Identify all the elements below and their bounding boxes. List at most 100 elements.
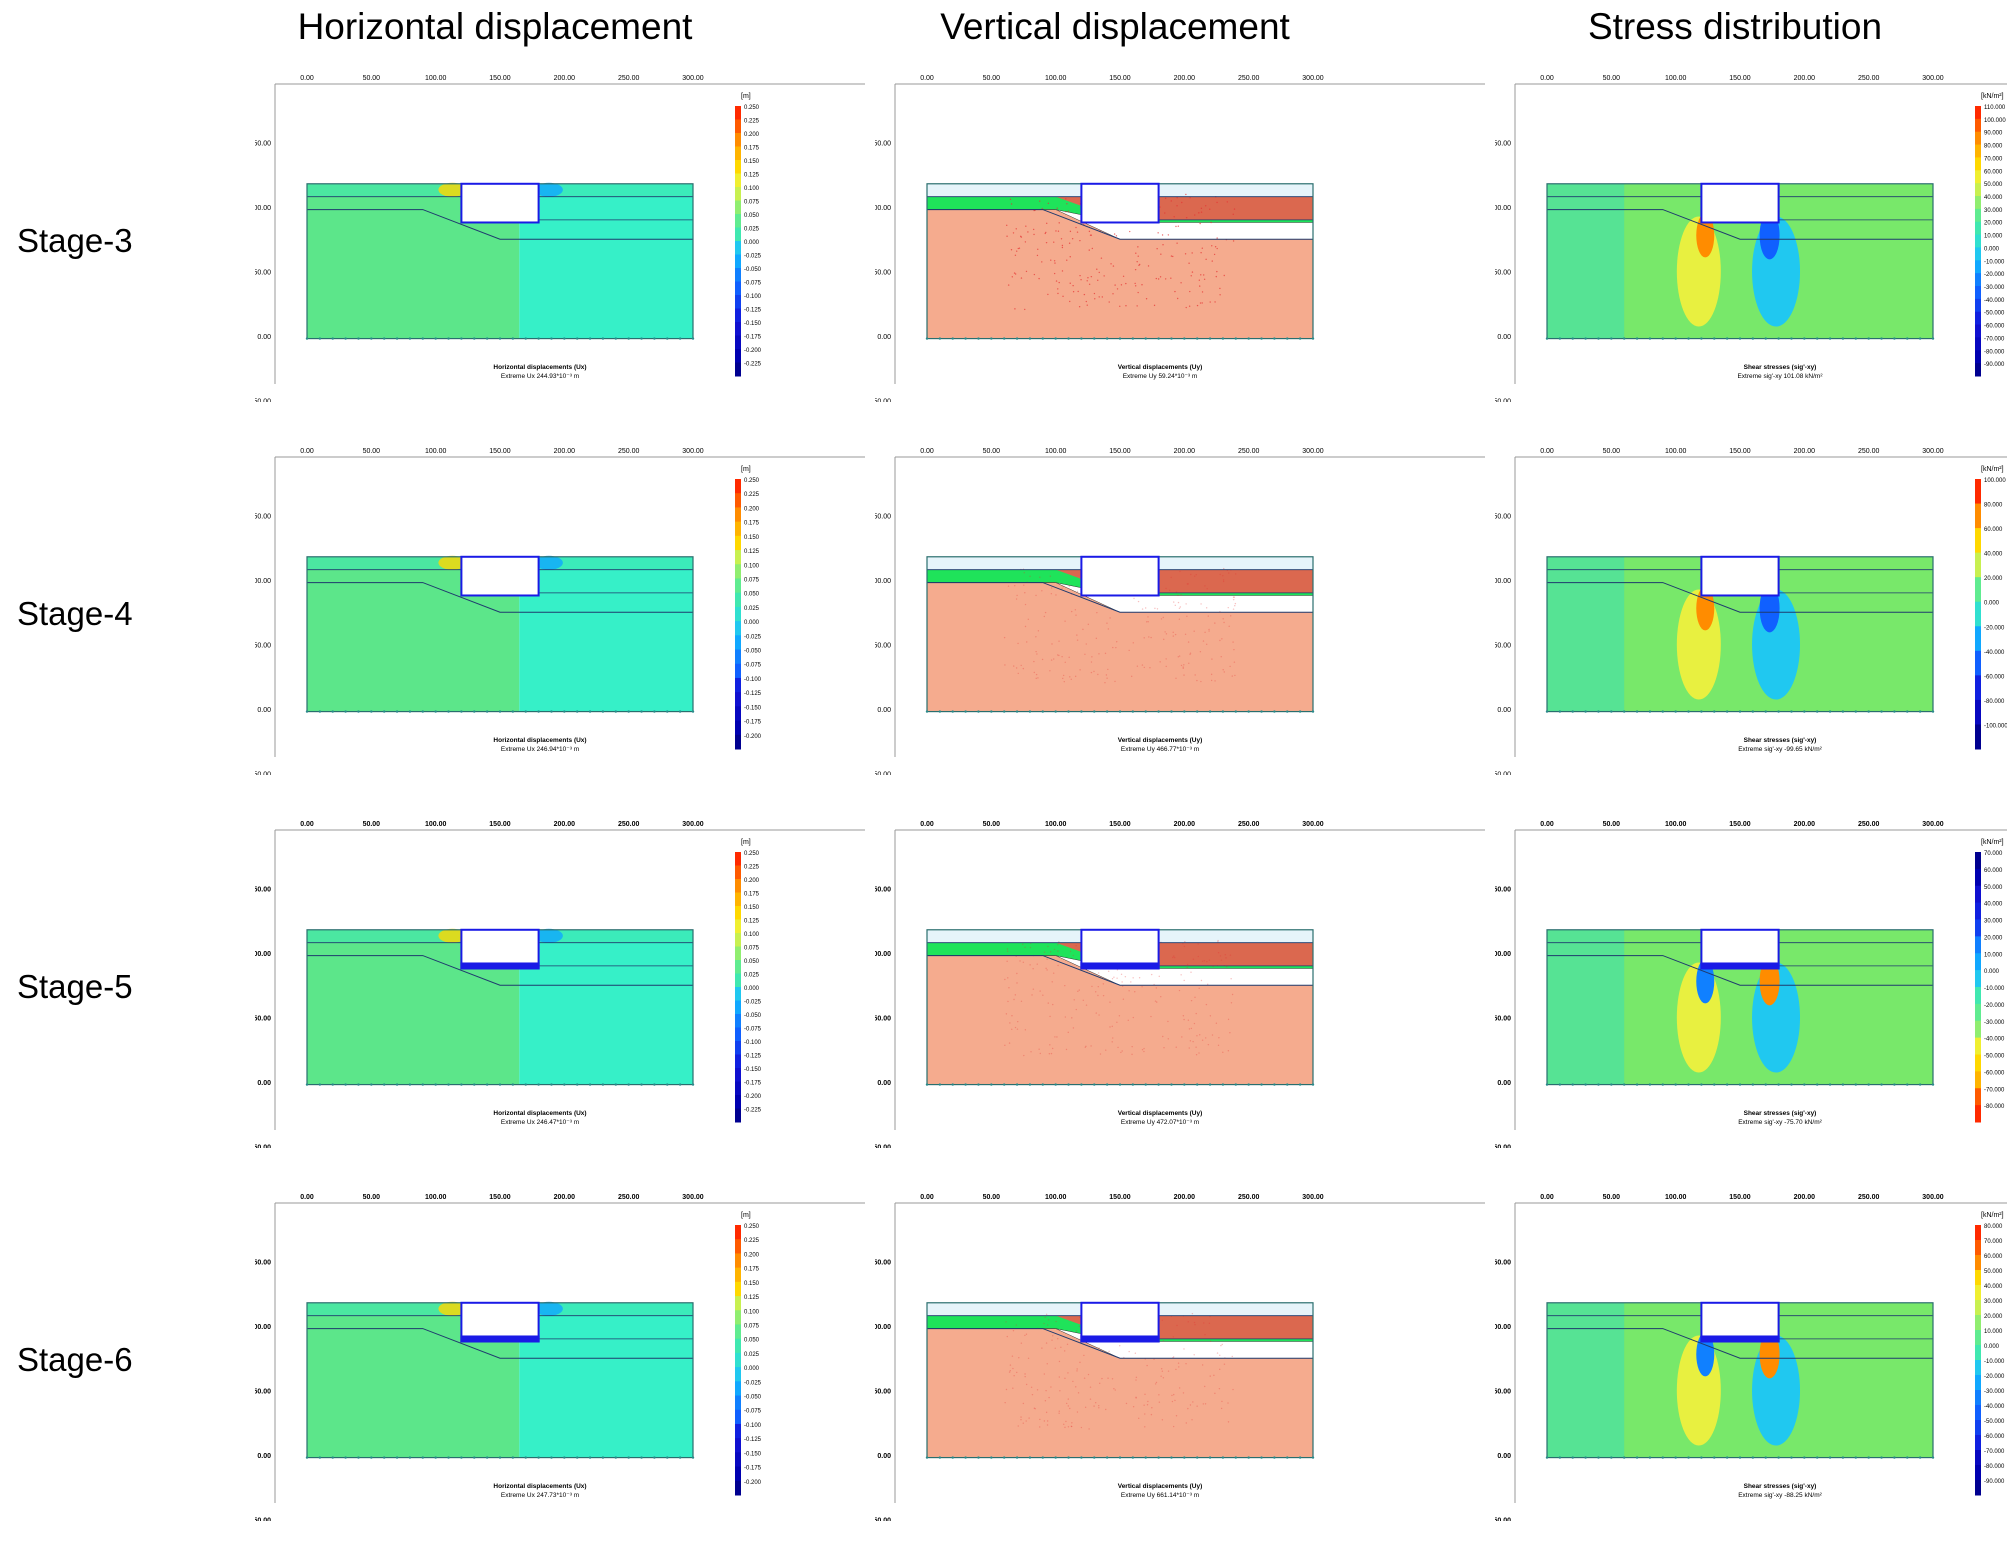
boundary-node	[1777, 1083, 1779, 1085]
displacement-vector	[1206, 588, 1207, 589]
displacement-vector	[1093, 1405, 1094, 1406]
displacement-vector	[1192, 271, 1193, 272]
displacement-vector	[1041, 1347, 1042, 1348]
boundary-node	[1662, 337, 1664, 339]
boundary-node	[1157, 1083, 1159, 1085]
displacement-vector	[1069, 301, 1070, 302]
x-tick-label: 250.00	[618, 448, 640, 455]
boundary-node	[1880, 1456, 1882, 1458]
x-tick-label: 200.00	[554, 1194, 576, 1201]
displacement-vector	[1092, 248, 1093, 249]
legend-label: -70.000	[1984, 1087, 2005, 1093]
boundary-node	[1260, 710, 1262, 712]
y-tick-label: 150.00	[1495, 141, 1511, 148]
displacement-vector	[1077, 231, 1078, 232]
displacement-vector	[1047, 1420, 1048, 1421]
column-title-horizontal: Horizontal displacement	[175, 6, 815, 48]
displacement-vector	[1007, 948, 1008, 949]
boundary-node	[964, 1456, 966, 1458]
displacement-vector	[1146, 621, 1147, 622]
displacement-vector	[1041, 261, 1042, 262]
displacement-vector	[1173, 635, 1174, 636]
boundary-node	[344, 1456, 346, 1458]
legend-label: 80.000	[1984, 144, 2003, 150]
boundary-node	[1636, 710, 1638, 712]
boundary-node	[1196, 337, 1198, 339]
displacement-vector	[1173, 955, 1174, 956]
displacement-vector	[1135, 285, 1136, 286]
boundary-node	[990, 1456, 992, 1458]
displacement-vector	[1068, 211, 1069, 212]
legend-swatch	[1975, 273, 1981, 286]
stage-label-3: Stage-3	[17, 222, 133, 260]
displacement-vector	[1012, 276, 1013, 277]
displacement-vector	[1217, 941, 1218, 942]
boundary-node	[1919, 337, 1921, 339]
displacement-vector	[1224, 1363, 1225, 1364]
boundary-node	[1170, 337, 1172, 339]
boundary-node	[422, 1456, 424, 1458]
displacement-vector	[1217, 940, 1218, 941]
boundary-node	[357, 710, 359, 712]
displacement-vector	[1025, 604, 1026, 605]
boundary-node	[1054, 710, 1056, 712]
legend-label: 0.250	[744, 851, 760, 857]
boundary-node	[550, 710, 552, 712]
displacement-vector	[1069, 676, 1070, 677]
displacement-vector	[1007, 1336, 1008, 1337]
displacement-vector	[1088, 624, 1089, 625]
displacement-vector	[1144, 637, 1145, 638]
boundary-node	[1016, 337, 1018, 339]
boundary-node	[1855, 337, 1857, 339]
legend-label: -80.000	[1984, 349, 2005, 355]
displacement-vector	[1063, 675, 1064, 676]
plot-caption: Horizontal displacements (Ux)	[493, 1110, 586, 1117]
panel-plot: 0.0050.00100.00150.00200.00250.00300.001…	[255, 445, 865, 775]
boundary-node	[1790, 710, 1792, 712]
displacement-vector	[1114, 681, 1115, 682]
legend-label: -0.200	[744, 1094, 762, 1100]
displacement-vector	[1173, 1394, 1174, 1395]
x-tick-label: 300.00	[1922, 821, 1944, 828]
displacement-vector	[1137, 292, 1138, 293]
boundary-node	[1003, 337, 1005, 339]
y-tick-label: 100.00	[1495, 951, 1511, 958]
displacement-vector	[1012, 1368, 1013, 1369]
boundary-node	[1597, 710, 1599, 712]
plot-caption: Horizontal displacements (Ux)	[493, 364, 586, 371]
displacement-vector	[1083, 1355, 1084, 1356]
legend-label: 0.225	[744, 865, 760, 871]
displacement-vector	[1096, 638, 1097, 639]
displacement-vector	[1031, 994, 1032, 995]
legend-label: -60.000	[1984, 1070, 2005, 1076]
displacement-vector	[1047, 294, 1048, 295]
displacement-vector	[1097, 280, 1098, 281]
legend-swatch	[735, 706, 741, 721]
displacement-vector	[1079, 306, 1080, 307]
displacement-vector	[1016, 595, 1017, 596]
displacement-vector	[1208, 615, 1209, 616]
boundary-node	[1273, 1456, 1275, 1458]
boundary-node	[460, 337, 462, 339]
legend-swatch	[1975, 1315, 1981, 1331]
displacement-vector	[1098, 653, 1099, 654]
displacement-vector	[1010, 1364, 1011, 1365]
boundary-node	[563, 1083, 565, 1085]
legend-label: -0.100	[744, 1423, 762, 1429]
boundary-node	[1286, 710, 1288, 712]
boundary-node	[499, 1083, 501, 1085]
displacement-vector	[1027, 231, 1028, 232]
boundary-node	[370, 1456, 372, 1458]
displacement-vector	[1149, 667, 1150, 668]
stress-left-band	[1547, 930, 1624, 1085]
displacement-vector	[1188, 263, 1189, 264]
displacement-vector	[1107, 1378, 1108, 1379]
displacement-vector	[1019, 960, 1020, 961]
displacement-vector	[1166, 633, 1167, 634]
displacement-vector	[1112, 647, 1113, 648]
displacement-vector	[1219, 640, 1220, 641]
y-tick-label: 0.00	[877, 1080, 891, 1087]
displacement-vector	[1176, 205, 1177, 206]
displacement-vector	[1191, 275, 1192, 276]
displacement-vector	[1077, 591, 1078, 592]
